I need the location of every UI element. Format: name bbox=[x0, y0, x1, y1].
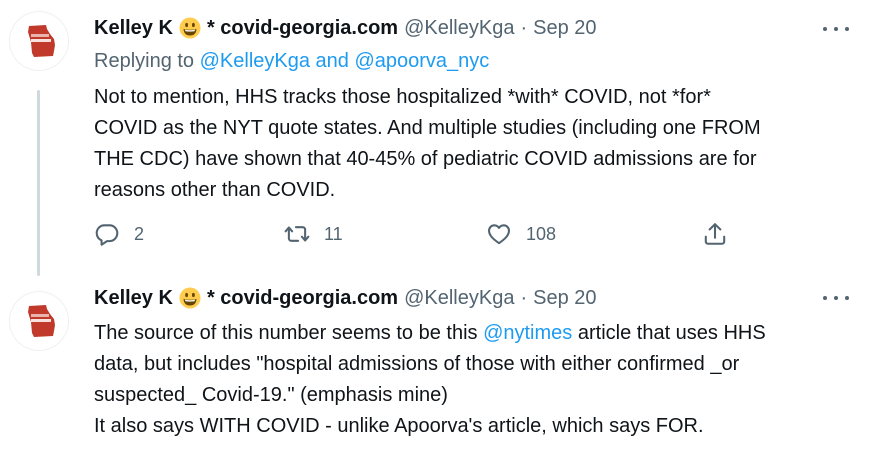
georgia-map-logo bbox=[28, 305, 55, 337]
more-options-icon-dot bbox=[834, 296, 838, 300]
tweet-actions: 2 11 108 bbox=[94, 218, 744, 250]
avatar[interactable] bbox=[10, 292, 68, 350]
tweet-text-segment: The source of this number seems to be th… bbox=[94, 322, 484, 344]
replying-to-label: Replying to bbox=[94, 50, 195, 72]
tweet-text-line: suspected_ Covid-19." (emphasis mine) bbox=[94, 384, 448, 406]
grinning-face-icon bbox=[179, 17, 201, 39]
tweet-text-line: data, but includes "hospital admissions … bbox=[94, 353, 740, 375]
tweet[interactable]: Kelley K * covid-georgia.com @KelleyKga … bbox=[0, 270, 871, 451]
avatar[interactable] bbox=[10, 12, 68, 70]
thread-connector bbox=[37, 90, 40, 276]
tweet-header: Kelley K * covid-georgia.com @KelleyKga … bbox=[94, 16, 597, 40]
mention-link[interactable]: @nytimes bbox=[483, 322, 573, 344]
more-options-button[interactable] bbox=[823, 288, 849, 308]
tweet-text-segment: article that uses HHS bbox=[572, 322, 766, 344]
tweet-text-line: COVID as the NYT quote states. And multi… bbox=[94, 117, 761, 139]
separator-dot: · bbox=[520, 16, 528, 39]
tweet-text-line: reasons other than COVID. bbox=[94, 179, 336, 201]
like-count: 108 bbox=[526, 223, 557, 244]
reply-count: 2 bbox=[134, 223, 145, 244]
more-options-icon bbox=[823, 296, 827, 300]
tweet-text-line: Not to mention, HHS tracks those hospita… bbox=[94, 86, 711, 108]
share-button[interactable] bbox=[702, 218, 728, 250]
more-options-icon bbox=[823, 27, 827, 31]
share-icon bbox=[704, 223, 726, 245]
tweet[interactable]: Kelley K * covid-georgia.com @KelleyKga … bbox=[0, 0, 871, 276]
user-handle[interactable]: @KelleyKga bbox=[404, 16, 515, 39]
tweet-date[interactable]: Sep 20 bbox=[533, 286, 597, 309]
display-name-suffix[interactable]: * covid-georgia.com bbox=[206, 286, 399, 309]
retweet-button[interactable]: 11 bbox=[284, 218, 343, 250]
separator-dot: · bbox=[520, 286, 528, 309]
display-name[interactable]: Kelley K bbox=[94, 286, 173, 309]
replying-to: Replying to @KelleyKga and @apoorva_nyc bbox=[94, 50, 489, 73]
like-button[interactable]: 108 bbox=[486, 218, 556, 250]
display-name-suffix[interactable]: * covid-georgia.com bbox=[206, 16, 399, 39]
reply-button[interactable]: 2 bbox=[94, 218, 144, 250]
heart-icon bbox=[488, 224, 510, 245]
grinning-face-icon bbox=[179, 287, 201, 309]
tweet-text: Not to mention, HHS tracks those hospita… bbox=[94, 82, 864, 206]
more-options-icon-dot bbox=[845, 27, 849, 31]
tweet-date[interactable]: Sep 20 bbox=[533, 16, 597, 39]
retweet-icon bbox=[284, 226, 310, 242]
georgia-map-logo bbox=[28, 25, 55, 57]
replying-to-handles[interactable]: @KelleyKga and @apoorva_nyc bbox=[199, 50, 490, 72]
tweet-text-line: The source of this number seems to be th… bbox=[94, 318, 864, 349]
tweet-text-line: It also says WITH COVID - unlike Apoorva… bbox=[94, 415, 704, 437]
user-handle[interactable]: @KelleyKga bbox=[404, 286, 515, 309]
more-options-icon-dot bbox=[834, 27, 838, 31]
tweet-text-line: THE CDC) have shown that 40-45% of pedia… bbox=[94, 148, 757, 170]
retweet-count: 11 bbox=[324, 223, 343, 244]
tweet-text: The source of this number seems to be th… bbox=[94, 318, 864, 442]
more-options-icon-dot bbox=[845, 296, 849, 300]
tweet-header: Kelley K * covid-georgia.com @KelleyKga … bbox=[94, 286, 597, 310]
reply-icon bbox=[95, 224, 119, 246]
more-options-button[interactable] bbox=[823, 19, 849, 39]
display-name[interactable]: Kelley K bbox=[94, 16, 173, 39]
